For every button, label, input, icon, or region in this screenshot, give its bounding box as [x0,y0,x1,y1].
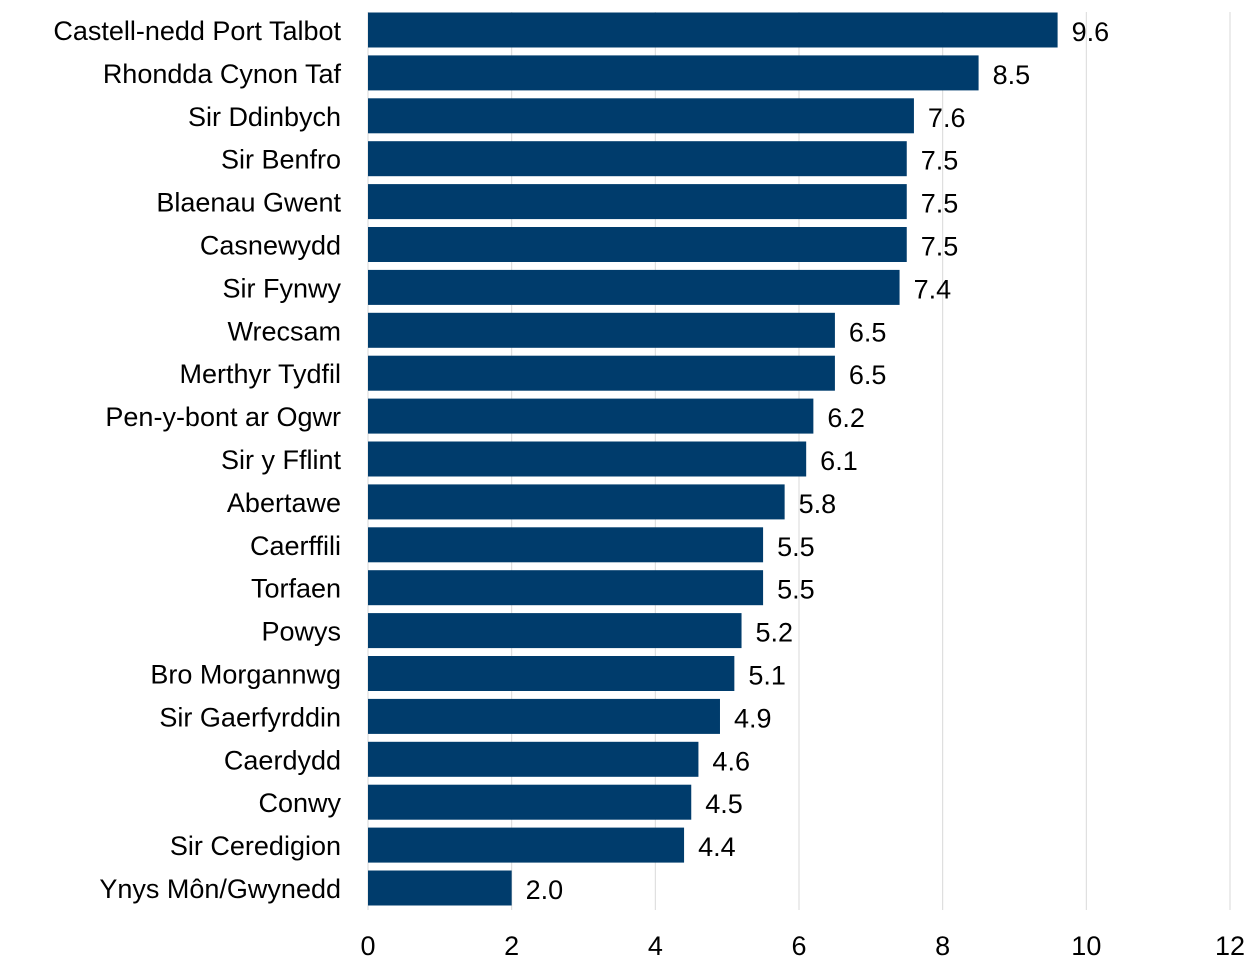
category-label: Abertawe [227,488,341,518]
bar [368,870,512,906]
data-label: 7.4 [914,274,952,304]
x-axis-tick-labels: 0 2 4 6 8 10 12 [360,931,1245,959]
category-label: Blaenau Gwent [156,188,341,218]
bar [368,484,785,520]
bar [368,12,1058,48]
data-label: 6.1 [820,446,858,476]
x-tick-label: 4 [648,931,663,959]
category-label: Torfaen [251,574,341,604]
bar [368,269,900,305]
data-label: 7.5 [921,189,959,219]
data-label: 5.2 [756,618,794,648]
category-label: Caerffili [250,531,341,561]
x-tick-label: 10 [1071,931,1101,959]
category-label: Rhondda Cynon Taf [103,59,342,89]
x-tick-label: 12 [1215,931,1245,959]
bar [368,613,742,649]
bar [368,527,764,563]
bar [368,355,835,391]
bar [368,741,699,777]
category-label: Merthyr Tydfil [179,359,341,389]
category-label: Castell-nedd Port Talbot [53,16,341,46]
data-label: 5.1 [748,661,786,691]
bar [368,141,907,177]
bar [368,570,764,606]
category-label: Ynys Môn/Gwynedd [99,874,341,904]
category-label: Sir Benfro [221,145,341,175]
data-label: 7.6 [928,103,966,133]
bar [368,184,907,220]
category-label: Sir Fynwy [222,273,341,303]
data-label: 2.0 [526,875,564,905]
category-label: Pen-y-bont ar Ogwr [105,402,341,432]
bar [368,98,914,134]
bars [368,12,1058,906]
data-label: 5.8 [799,489,837,519]
data-label: 8.5 [993,60,1031,90]
category-label: Caerdydd [224,745,341,775]
bar [368,312,835,348]
bar [368,784,692,820]
x-tick-label: 2 [504,931,519,959]
category-label: Powys [261,617,341,647]
data-label: 4.4 [698,832,736,862]
category-label: Wrecsam [227,316,341,346]
category-label: Sir Ceredigion [170,831,341,861]
data-label: 6.2 [827,403,865,433]
data-label: 7.5 [921,146,959,176]
x-tick-label: 8 [935,931,950,959]
data-labels: 9.6 8.5 7.6 7.5 7.5 7.5 7.4 6.5 6.5 6.2 6.1 5.8 5.5 5… [526,17,1109,905]
category-label: Conwy [258,788,341,818]
data-label: 9.6 [1072,17,1110,47]
category-label: Sir Gaerfyrddin [159,702,341,732]
data-label: 4.5 [705,789,743,819]
data-label: 6.5 [849,360,887,390]
x-tick-label: 0 [360,931,375,959]
bar [368,55,979,91]
bar [368,656,735,691]
data-label: 6.5 [849,317,887,347]
category-label: Casnewydd [200,231,341,261]
data-label: 4.9 [734,703,772,733]
bar [368,698,720,734]
x-tick-label: 6 [791,931,806,959]
bar [368,827,685,863]
bar [368,398,814,434]
category-labels: Castell-nedd Port Talbot Rhondda Cynon Ta… [53,16,341,904]
bar [368,227,907,262]
bar [368,441,807,477]
category-label: Sir y Fflint [221,445,342,475]
data-label: 5.5 [777,575,815,605]
data-label: 7.5 [921,232,959,262]
category-label: Bro Morgannwg [150,660,341,690]
category-label: Sir Ddinbych [188,102,341,132]
data-label: 4.6 [712,746,750,776]
data-label: 5.5 [777,532,815,562]
